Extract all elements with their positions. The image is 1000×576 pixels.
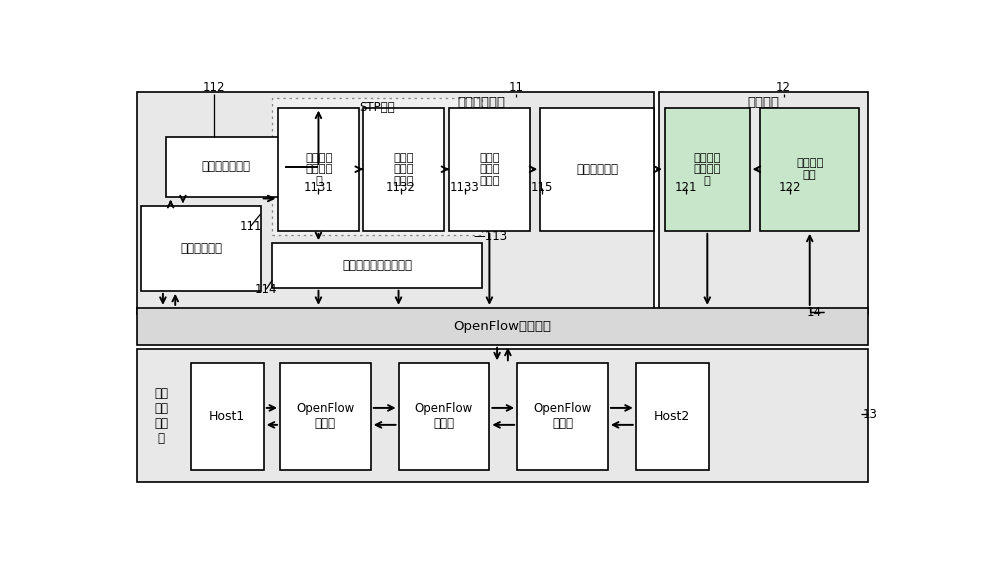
Text: Host1: Host1 (209, 410, 245, 423)
Text: 14: 14 (807, 306, 822, 319)
Text: 1132: 1132 (386, 181, 416, 194)
Text: OpenFlow
交换机: OpenFlow 交换机 (415, 403, 473, 430)
Text: 拓扑识别模块: 拓扑识别模块 (458, 96, 506, 109)
Text: 115: 115 (531, 181, 553, 194)
Text: —113: —113 (474, 230, 508, 244)
FancyBboxPatch shape (399, 363, 489, 469)
Text: 最小生成
树算法单
元: 最小生成 树算法单 元 (305, 153, 333, 186)
Text: STP模块: STP模块 (359, 101, 395, 114)
Text: 111: 111 (239, 219, 262, 233)
Text: 选路模块: 选路模块 (748, 96, 780, 109)
FancyBboxPatch shape (166, 137, 285, 197)
Text: 网络负载情况统计模块: 网络负载情况统计模块 (342, 259, 412, 272)
Text: OpenFlow
交换机: OpenFlow 交换机 (296, 403, 355, 430)
FancyBboxPatch shape (363, 108, 444, 231)
FancyBboxPatch shape (760, 108, 859, 231)
Text: 生成树
结构存
储单元: 生成树 结构存 储单元 (393, 153, 414, 186)
Text: 网络
交换
机模
块: 网络 交换 机模 块 (154, 386, 168, 445)
Text: 122: 122 (778, 181, 801, 194)
FancyBboxPatch shape (278, 108, 359, 231)
FancyBboxPatch shape (191, 363, 264, 469)
FancyBboxPatch shape (665, 108, 750, 231)
FancyBboxPatch shape (272, 98, 482, 236)
Text: 112: 112 (202, 81, 225, 94)
Text: 链路发现模块: 链路发现模块 (180, 242, 222, 255)
FancyBboxPatch shape (272, 243, 482, 288)
FancyBboxPatch shape (280, 363, 371, 469)
Text: 12: 12 (776, 81, 791, 94)
Text: 121: 121 (674, 181, 697, 194)
Text: 拓扑结构模块: 拓扑结构模块 (576, 162, 618, 176)
FancyBboxPatch shape (517, 363, 608, 469)
FancyBboxPatch shape (659, 92, 868, 314)
Text: 交换机
端口配
置单元: 交换机 端口配 置单元 (479, 153, 500, 186)
FancyBboxPatch shape (137, 92, 654, 314)
Text: 114: 114 (255, 283, 277, 296)
FancyBboxPatch shape (449, 108, 530, 231)
Text: 链路连接对应表: 链路连接对应表 (201, 160, 250, 173)
Text: 1131: 1131 (304, 181, 333, 194)
FancyBboxPatch shape (137, 308, 868, 345)
Text: OpenFlow协议模块: OpenFlow协议模块 (453, 320, 551, 333)
FancyBboxPatch shape (540, 108, 654, 231)
Text: 地址学习
单元: 地址学习 单元 (796, 158, 823, 180)
Text: OpenFlow
交换机: OpenFlow 交换机 (533, 403, 592, 430)
FancyBboxPatch shape (137, 350, 868, 482)
Text: 13: 13 (863, 408, 878, 420)
FancyBboxPatch shape (141, 206, 261, 291)
Text: Host2: Host2 (654, 410, 690, 423)
Text: 11: 11 (509, 81, 524, 94)
Text: 1133: 1133 (450, 181, 480, 194)
FancyBboxPatch shape (636, 363, 709, 469)
Text: 地址端口
映射表单
元: 地址端口 映射表单 元 (694, 153, 721, 186)
